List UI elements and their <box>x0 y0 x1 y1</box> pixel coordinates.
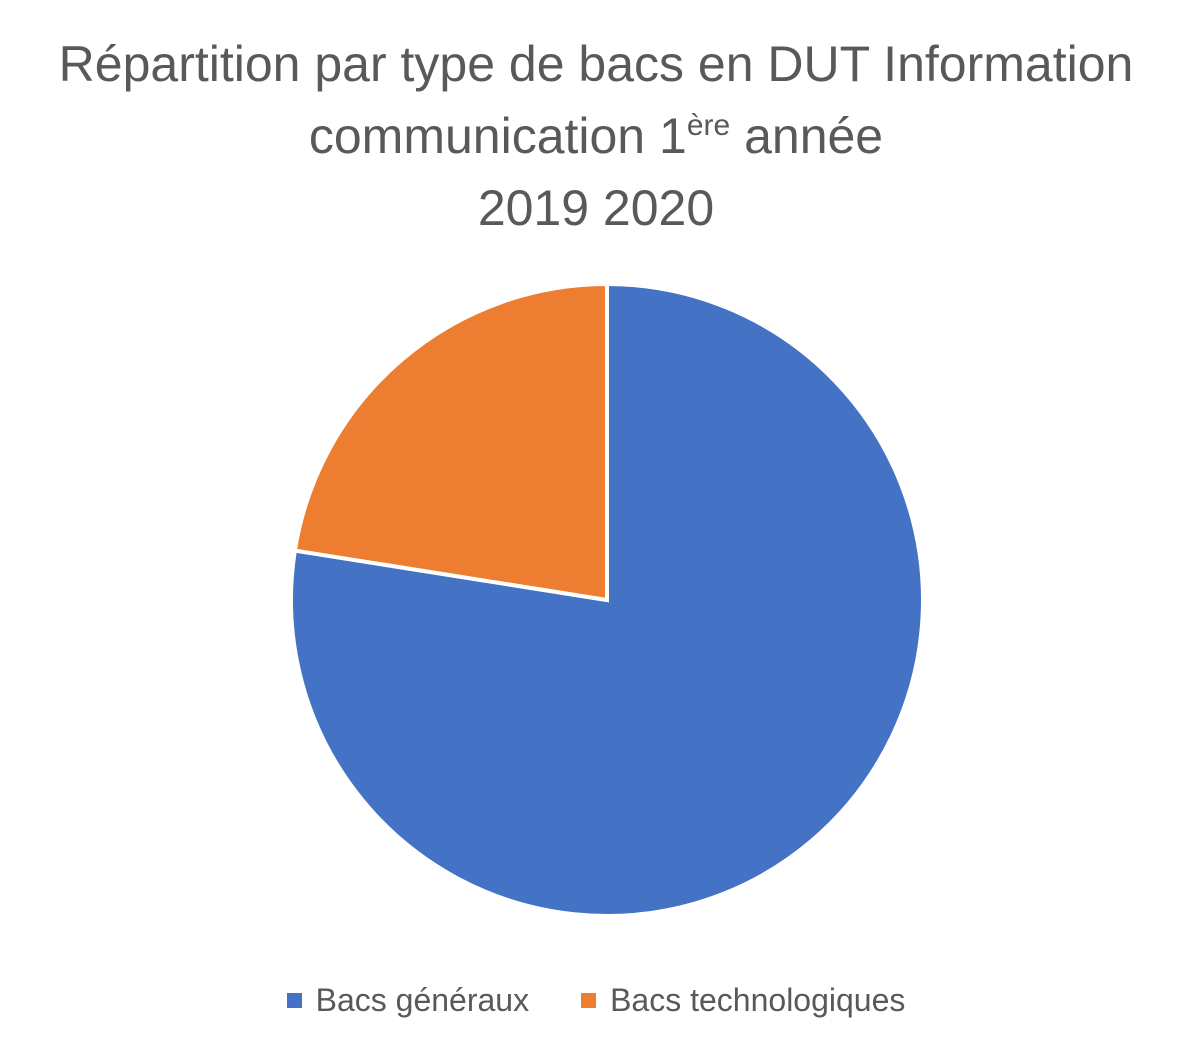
legend: Bacs généraux Bacs technologiques <box>0 975 1192 1025</box>
legend-item-bacs-technologiques: Bacs technologiques <box>581 982 905 1019</box>
chart-title: Répartition par type de bacs en DUT Info… <box>0 28 1192 244</box>
chart-title-line-2-suffix: année <box>730 108 884 164</box>
chart-title-line-3: 2019 2020 <box>477 180 715 236</box>
legend-label-bacs-technologiques: Bacs technologiques <box>610 981 906 1018</box>
legend-label-bacs-generaux: Bacs généraux <box>315 981 530 1018</box>
legend-item-bacs-generaux: Bacs généraux <box>286 981 530 1019</box>
chart-title-line-2: communication 1ère année <box>0 100 1192 172</box>
chart-title-line-2-text: communication 1 <box>308 108 687 164</box>
chart-title-line-1: Répartition par type de bacs en DUT Info… <box>58 36 1134 92</box>
legend-swatch-bacs-generaux <box>286 992 302 1008</box>
chart-title-superscript: ère <box>686 109 731 142</box>
pie-slice-bacs-technologiques <box>292 281 609 603</box>
pie-slices <box>289 281 925 918</box>
legend-swatch-bacs-technologiques <box>581 992 597 1008</box>
